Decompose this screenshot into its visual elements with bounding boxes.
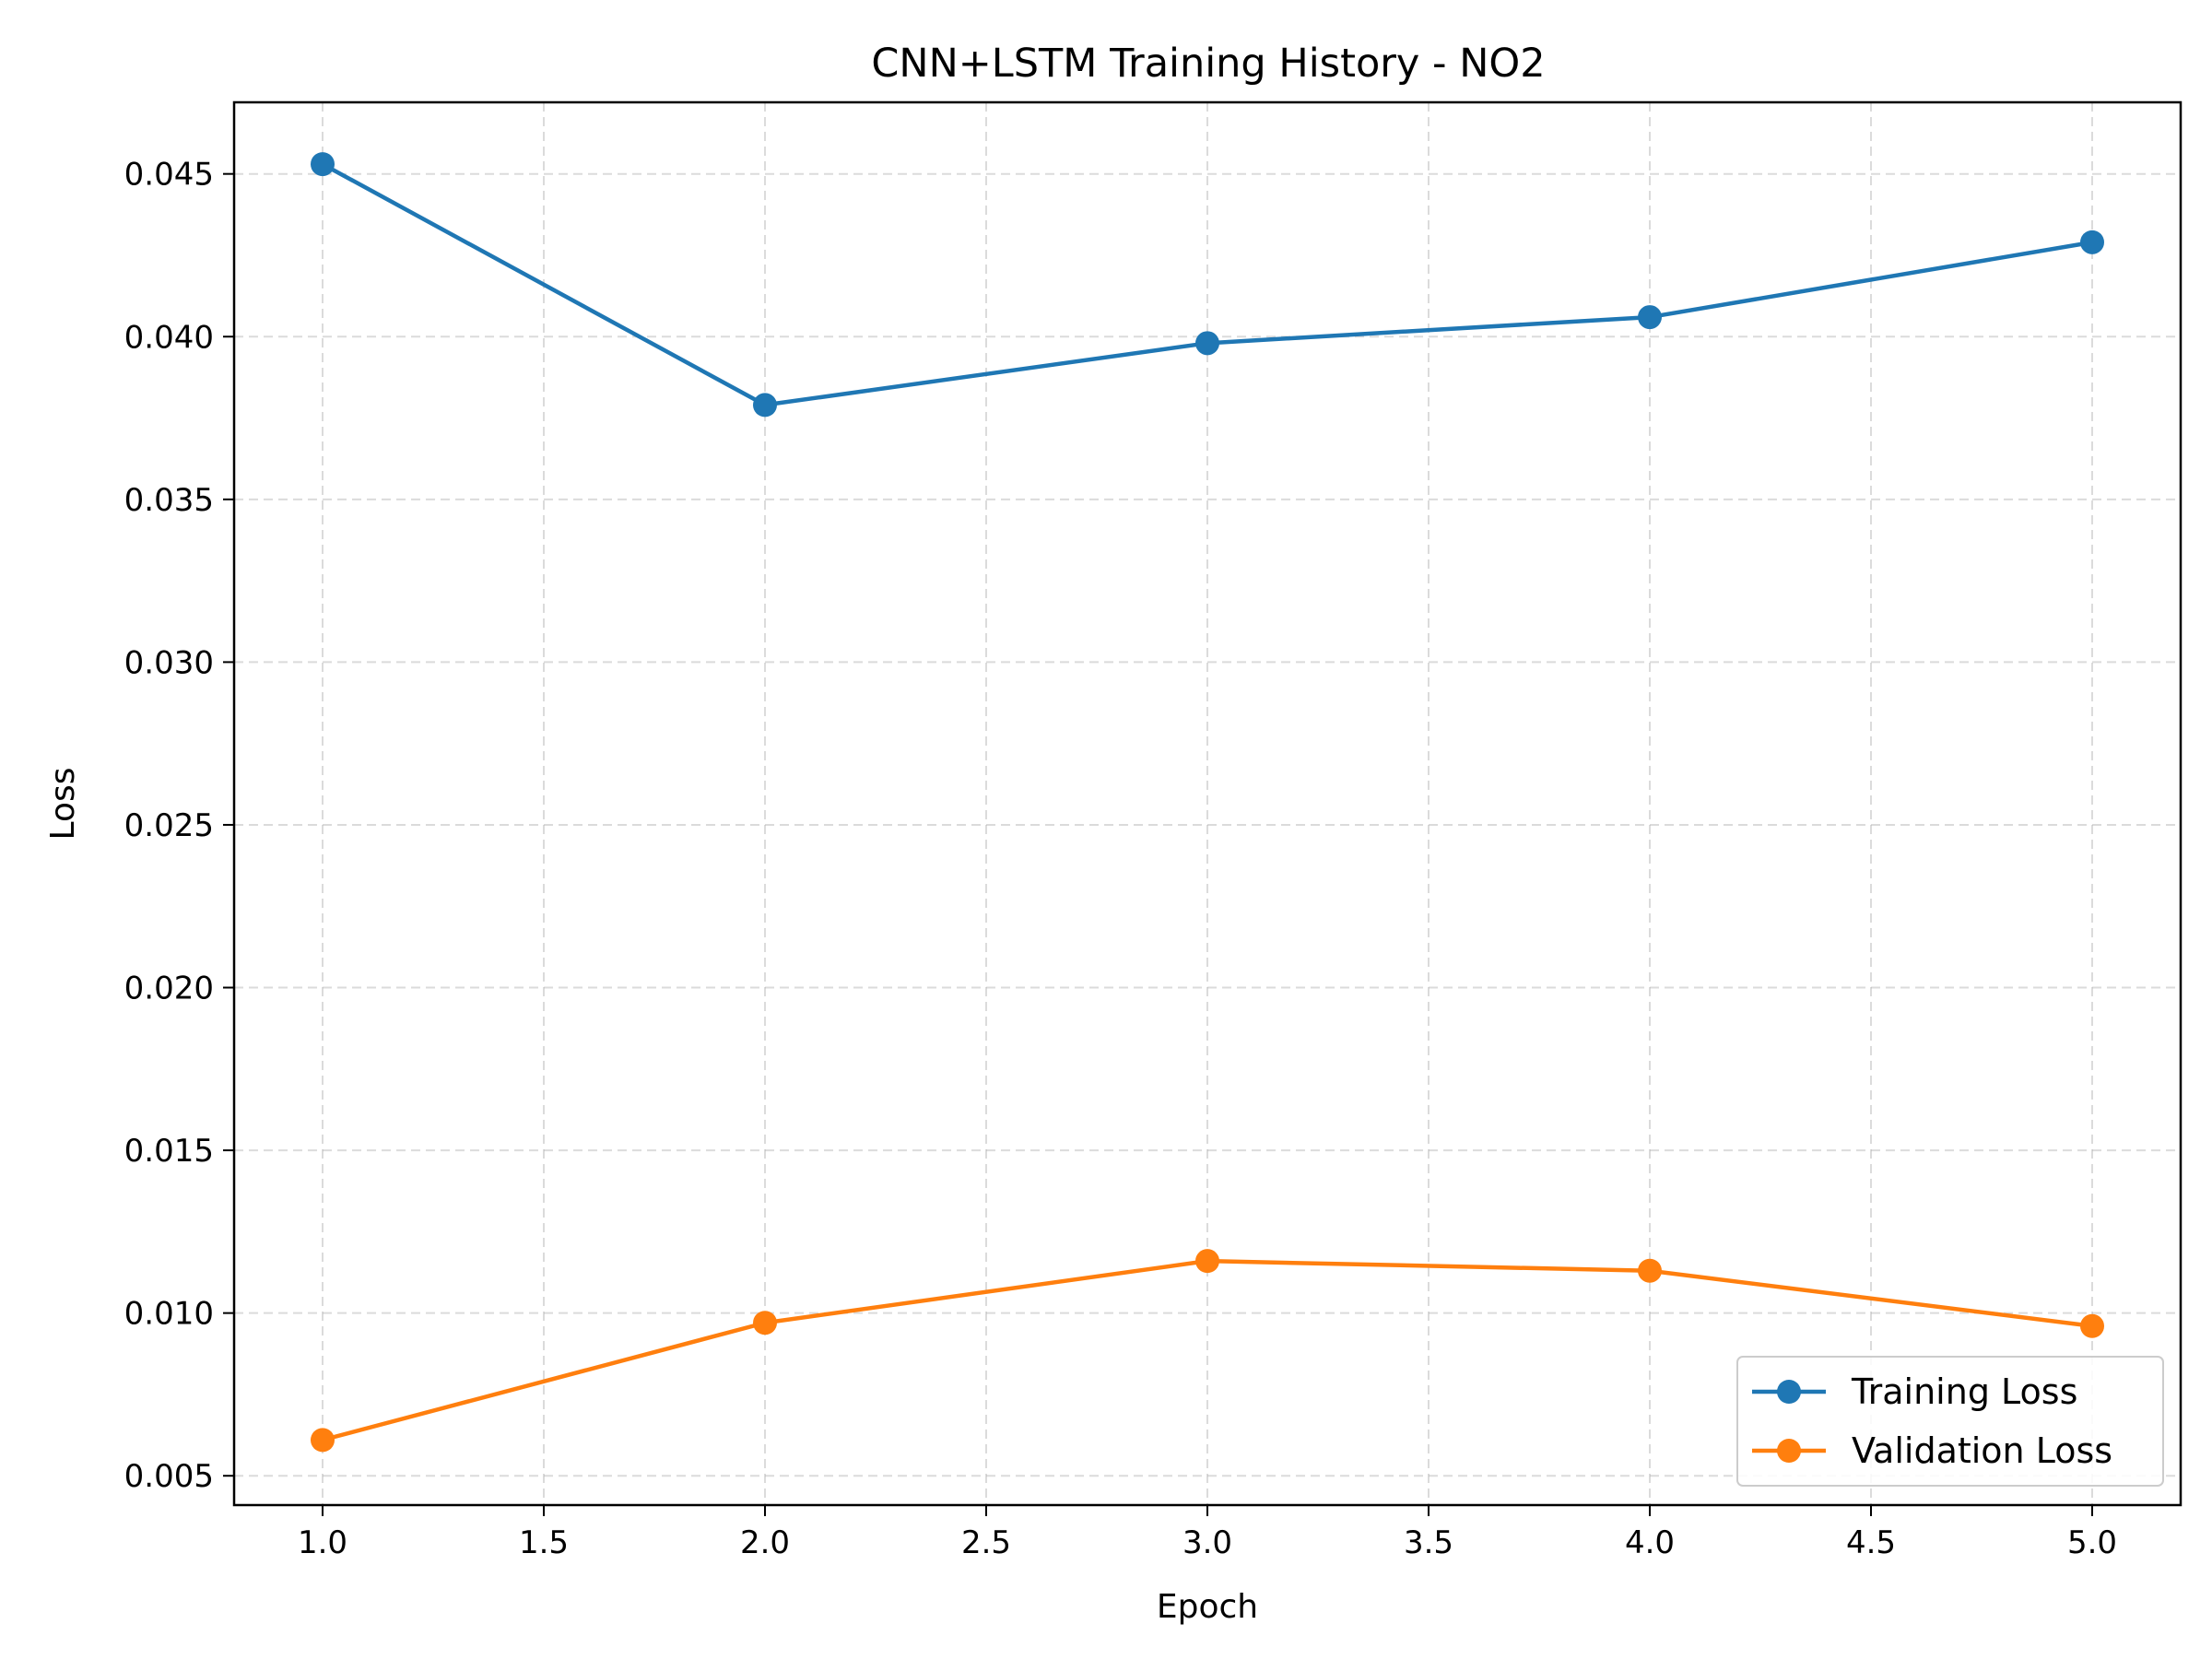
x-tick-label: 2.0 [740,1524,790,1561]
legend: Training Loss Validation Loss [1736,1356,2164,1487]
legend-swatch-marker [1777,1439,1801,1463]
training-loss-point [2080,229,2104,254]
y-tick-label: 0.010 [124,1296,214,1333]
training-loss-point [311,152,335,177]
training-loss-point [1638,305,1662,330]
y-tick-label: 0.020 [124,971,214,1007]
legend-label-training-loss: Training Loss [1851,1371,2077,1412]
y-tick-label: 0.045 [124,157,214,194]
legend-label-validation-loss: Validation Loss [1852,1430,2112,1471]
validation-loss-point [753,1311,777,1335]
x-tick-label: 1.0 [298,1524,347,1561]
x-tick-label: 3.5 [1404,1524,1453,1561]
validation-loss-point [1638,1258,1662,1283]
series-layer [311,152,2104,1453]
x-tick-label: 2.5 [961,1524,1011,1561]
training-loss-point [753,393,777,418]
y-tick-label: 0.035 [124,482,214,519]
validation-loss-point [311,1428,335,1453]
y-axis-label: Loss [44,768,82,841]
validation-loss-point [1195,1249,1219,1274]
grid-lines [234,102,2181,1505]
x-axis-label: Epoch [1157,1588,1258,1626]
y-tick-label: 0.025 [124,807,214,844]
y-tick-label: 0.015 [124,1133,214,1170]
legend-swatch-marker [1777,1380,1801,1404]
x-tick-label: 1.5 [519,1524,569,1561]
validation-loss-point [2080,1313,2104,1338]
chart-title: CNN+LSTM Training History - NO2 [871,41,1545,87]
x-tick-label: 5.0 [2067,1524,2117,1561]
y-tick-label: 0.005 [124,1458,214,1495]
x-tick-label: 4.0 [1625,1524,1675,1561]
y-tick-label: 0.040 [124,319,214,356]
x-tick-label: 4.5 [1846,1524,1896,1561]
y-tick-label: 0.030 [124,644,214,681]
x-tick-label: 3.0 [1182,1524,1232,1561]
axis-ticks: 1.0 1.5 2.0 2.5 3.0 3.5 4.0 4.5 5.0 0.005 0.010 0.0… [124,157,2117,1561]
legend-box [1736,1356,2164,1487]
training-loss-point [1195,331,1219,356]
